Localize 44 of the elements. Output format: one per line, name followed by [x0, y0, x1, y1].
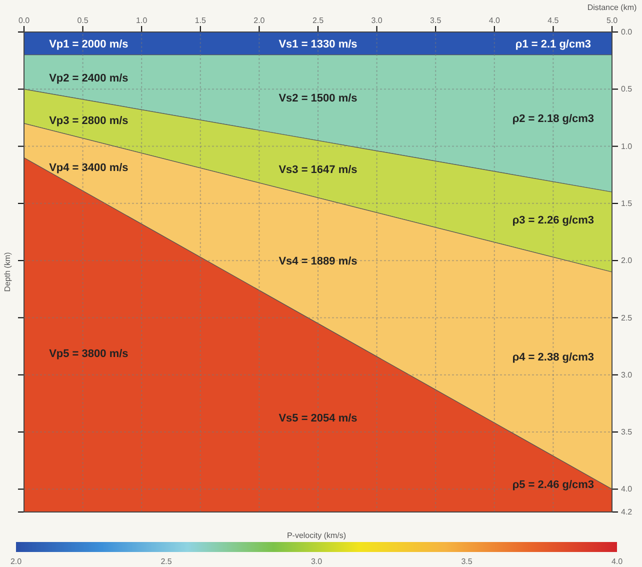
y-tick-label: 2.0	[621, 256, 633, 266]
x-tick-label: 0.5	[77, 16, 89, 25]
y-tick-label: 1.5	[621, 198, 633, 208]
x-tick-label: 5.0	[606, 16, 618, 25]
x-tick-label: 3.5	[430, 16, 442, 25]
annotation: Vp3 = 2800 m/s	[49, 114, 128, 127]
annotation: ρ5 = 2.46 g/cm3	[512, 478, 594, 491]
color-bar-label: 3.5	[461, 557, 473, 566]
x-tick-label: 4.5	[548, 16, 560, 25]
y-tick-label: 2.5	[621, 313, 633, 322]
y-tick-label: 3.0	[621, 370, 633, 380]
x-tick-label: 2.5	[312, 16, 324, 25]
x-tick-label: 1.0	[136, 16, 148, 25]
annotation: ρ3 = 2.26 g/cm3	[512, 214, 594, 226]
color-bar-label: 4.0	[611, 557, 624, 566]
y-tick-label: 4.2	[621, 508, 633, 517]
annotation: Vs2 = 1500 m/s	[278, 92, 358, 105]
y-tick-label: 0.5	[621, 84, 633, 94]
color-bar-label: 2.0	[10, 557, 22, 566]
annotation: Vp2 = 2400 m/s	[49, 72, 128, 85]
y-tick-label: 0.0	[621, 28, 633, 37]
annotation: Vp1 = 2000 m/s	[49, 38, 128, 50]
x-tick-label: 2.0	[254, 16, 266, 25]
annotation: Vs1 = 1330 m/s	[278, 38, 358, 50]
annotation: ρ1 = 2.1 g/cm3	[515, 38, 592, 50]
annotation: Vs4 = 1889 m/s	[278, 255, 358, 268]
x-axis-title: Distance (km)	[587, 3, 638, 12]
x-tick-label: 3.0	[371, 16, 383, 25]
annotation: Vp5 = 3800 m/s	[49, 348, 128, 360]
y-tick-label: 4.0	[621, 484, 633, 494]
annotation: Vs3 = 1647 m/s	[278, 164, 358, 176]
annotation: Vs5 = 2054 m/s	[278, 412, 358, 425]
color-bar-label: 2.5	[160, 557, 172, 566]
y-axis-title: Depth (km)	[3, 252, 12, 292]
x-tick-label: 0.0	[18, 16, 30, 25]
annotation: Vp4 = 3400 m/s	[49, 162, 128, 174]
y-tick-label: 3.5	[621, 428, 633, 437]
color-bar-title: P-velocity (km/s)	[286, 531, 346, 540]
y-tick-label: 1.0	[621, 142, 633, 151]
color-bar-label: 3.0	[310, 557, 323, 566]
annotation: ρ4 = 2.38 g/cm3	[512, 351, 594, 364]
x-tick-label: 4.0	[488, 16, 501, 25]
x-tick-label: 1.5	[194, 16, 207, 25]
annotation: ρ2 = 2.18 g/cm3	[512, 113, 594, 126]
